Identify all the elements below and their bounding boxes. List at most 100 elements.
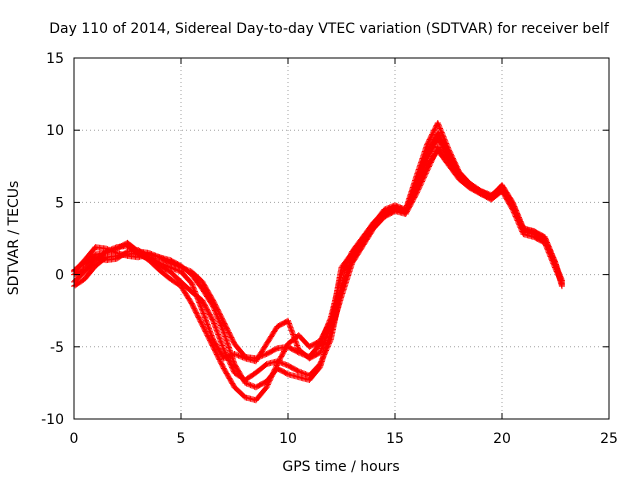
- data-point: [421, 161, 428, 168]
- data-point: [482, 190, 489, 197]
- data-point: [268, 374, 275, 381]
- data-point: [419, 167, 426, 174]
- data-point: [203, 318, 210, 325]
- data-point: [381, 208, 388, 215]
- data-point: [276, 356, 283, 363]
- data-point: [425, 139, 432, 146]
- data-point: [273, 362, 280, 369]
- data-point: [227, 331, 234, 338]
- data-point: [422, 171, 429, 178]
- data-point: [429, 131, 436, 138]
- data-point: [267, 376, 274, 383]
- data-point: [189, 303, 196, 310]
- data-point: [274, 361, 281, 368]
- data-point: [215, 345, 222, 352]
- data-point: [341, 274, 348, 281]
- data-point: [509, 200, 516, 207]
- data-point: [211, 320, 218, 327]
- data-point: [431, 142, 438, 149]
- data-point: [219, 343, 226, 350]
- data-point: [220, 319, 227, 326]
- data-point: [246, 381, 253, 388]
- data-point: [226, 375, 233, 382]
- data-point: [282, 361, 289, 368]
- grid-lines: [74, 58, 609, 419]
- data-point: [191, 305, 198, 312]
- data-point: [215, 317, 222, 324]
- data-point: [206, 326, 213, 333]
- data-point: [206, 311, 213, 318]
- data-point: [429, 130, 436, 137]
- data-point: [547, 247, 554, 254]
- data-point: [233, 364, 240, 371]
- data-point: [285, 317, 291, 324]
- data-point: [326, 326, 333, 333]
- data-point: [173, 267, 180, 274]
- data-point: [193, 309, 200, 316]
- data-point: [188, 300, 195, 307]
- data-point: [271, 367, 278, 374]
- data-point: [425, 163, 432, 170]
- data-point: [203, 305, 210, 312]
- data-point: [428, 132, 435, 139]
- data-point: [290, 332, 297, 339]
- data-point: [164, 263, 171, 270]
- data-point: [542, 238, 549, 245]
- data-point: [204, 306, 211, 313]
- data-point: [515, 213, 522, 220]
- data-point: [278, 353, 285, 360]
- data-point: [547, 249, 554, 256]
- data-point: [324, 330, 331, 337]
- data-point: [190, 304, 197, 311]
- data-point: [439, 130, 446, 137]
- data-point: [548, 251, 555, 258]
- data-point: [239, 374, 246, 381]
- data-point: [165, 263, 172, 270]
- data-point: [424, 156, 431, 163]
- data-point: [297, 368, 304, 375]
- data-point: [232, 362, 239, 369]
- data-point: [427, 160, 434, 167]
- data-point: [322, 335, 329, 342]
- data-point: [232, 351, 239, 358]
- data-point: [347, 261, 354, 268]
- data-point: [220, 355, 227, 362]
- data-point: [478, 188, 485, 195]
- data-point: [218, 341, 225, 348]
- data-point: [225, 329, 232, 336]
- data-point: [199, 307, 206, 314]
- x-tick-label: 10: [279, 431, 297, 447]
- data-point: [157, 260, 164, 267]
- data-point: [230, 381, 237, 388]
- data-point: [191, 287, 198, 294]
- data-point: [282, 345, 289, 352]
- data-point: [201, 314, 208, 321]
- data-point: [217, 338, 224, 345]
- data-point: [214, 312, 221, 319]
- data-point: [192, 289, 199, 296]
- data-point: [418, 179, 425, 186]
- data-point: [187, 299, 194, 306]
- data-point: [454, 166, 461, 173]
- data-point: [209, 333, 216, 340]
- data-point: [266, 377, 273, 384]
- data-point: [207, 328, 214, 335]
- data-point: [209, 302, 216, 309]
- data-point: [224, 353, 231, 360]
- data-point: [435, 121, 442, 128]
- data-point: [271, 366, 278, 373]
- y-tick-label: -5: [50, 340, 64, 356]
- data-point: [206, 310, 213, 317]
- data-point: [513, 209, 520, 216]
- data-point: [437, 125, 444, 132]
- data-point: [194, 311, 201, 318]
- data-point: [210, 319, 217, 326]
- y-tick-label: 15: [46, 51, 64, 67]
- data-point: [208, 315, 215, 322]
- data-point: [419, 168, 426, 175]
- data-point: [382, 207, 389, 214]
- y-tick-label: -10: [41, 412, 64, 428]
- data-point: [516, 215, 523, 222]
- data-point: [208, 314, 215, 321]
